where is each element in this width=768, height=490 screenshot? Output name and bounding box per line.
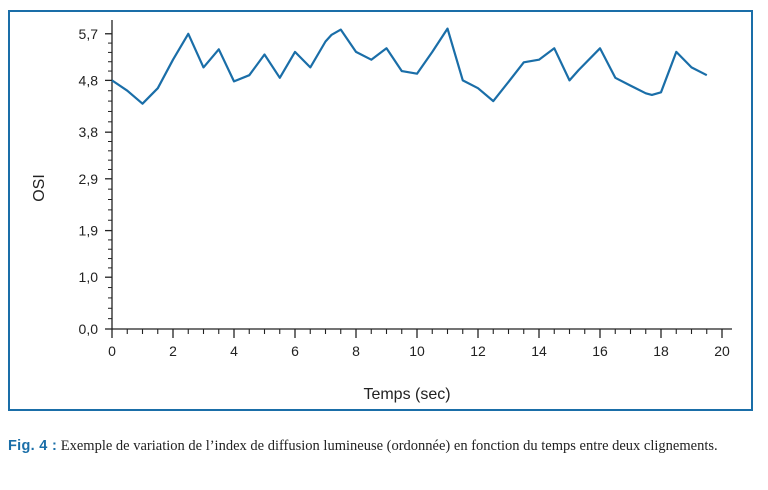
y-axis-ticks: 0,0 1,0 1,9 2,9 3,8 4,8 5,7 bbox=[79, 26, 112, 337]
y-tick-label: 0,0 bbox=[79, 321, 99, 337]
y-tick-label: 3,8 bbox=[79, 124, 99, 140]
y-axis-title: OSI bbox=[31, 174, 48, 202]
figure-caption: Fig. 4 : Exemple de variation de l’index… bbox=[8, 437, 760, 455]
y-tick-label: 2,9 bbox=[79, 171, 99, 187]
x-axis-title: Temps (sec) bbox=[363, 386, 450, 403]
y-tick-label: 4,8 bbox=[79, 72, 99, 88]
caption-text: Exemple de variation de l’index de diffu… bbox=[57, 438, 718, 454]
y-tick-label: 5,7 bbox=[79, 26, 99, 42]
x-tick-label: 10 bbox=[409, 343, 425, 359]
minor-ticks bbox=[108, 42, 708, 334]
figure-frame bbox=[8, 10, 753, 411]
x-axis-ticks: 0 2 4 6 8 10 12 14 16 18 20 bbox=[108, 329, 730, 359]
osi-series-line bbox=[111, 27, 708, 105]
x-tick-label: 16 bbox=[592, 343, 608, 359]
y-tick-label: 1,9 bbox=[79, 223, 99, 239]
x-tick-label: 4 bbox=[230, 343, 238, 359]
y-tick-label: 1,0 bbox=[79, 269, 99, 285]
x-tick-label: 14 bbox=[531, 343, 547, 359]
x-tick-label: 0 bbox=[108, 343, 116, 359]
x-tick-label: 2 bbox=[169, 343, 177, 359]
x-tick-label: 12 bbox=[470, 343, 486, 359]
x-tick-label: 18 bbox=[653, 343, 669, 359]
x-tick-label: 8 bbox=[352, 343, 360, 359]
figure-label: Fig. 4 : bbox=[8, 438, 58, 454]
x-tick-label: 20 bbox=[714, 343, 730, 359]
osi-line-chart: 0 2 4 6 8 10 12 14 16 18 20 0,01,01,92,93,84,85,7 … bbox=[31, 20, 732, 403]
x-tick-label: 6 bbox=[291, 343, 299, 359]
